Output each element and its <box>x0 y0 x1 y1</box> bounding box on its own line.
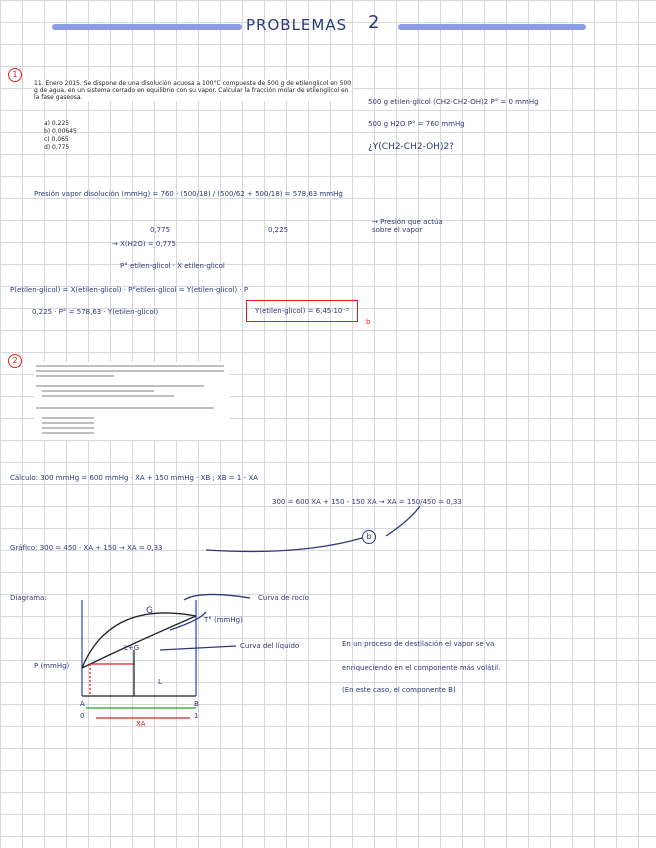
axis-label: P (mmHg) <box>34 662 70 670</box>
note: 500 g H2O P° = 760 mmHg <box>368 120 465 128</box>
answer: b <box>362 530 376 544</box>
problem-image-lines <box>36 365 224 434</box>
region: L+G <box>124 644 140 652</box>
work: P° etilen-glicol · X etilen-glicol <box>120 262 225 270</box>
option: a) 0,225 <box>44 120 70 127</box>
calc2: 300 = 600 XA + 150 - 150 XA → XA = 150/4… <box>272 498 462 506</box>
bar <box>52 24 242 30</box>
axis-label: 0 <box>80 712 85 720</box>
work: 0,775 <box>150 226 171 234</box>
axis-label: XA <box>136 720 146 728</box>
marker: 2 <box>8 354 22 368</box>
problem-image <box>34 362 230 440</box>
explanation: (En este caso, el componente B) <box>342 686 456 694</box>
option: d) 0,775 <box>44 144 70 151</box>
axis-label: A <box>80 700 85 708</box>
note: 500 g etilen-glicol (CH2-CH2-OH)2 P° = 0… <box>368 98 539 106</box>
explanation: En un proceso de destilación el vapor se… <box>342 640 495 648</box>
result: Y(etilen-glicol) = 6,45·10⁻³ <box>246 300 358 322</box>
calc: Cálculo: 300 mmHg = 600 mmHg · XA + 150 … <box>10 474 258 482</box>
explanation: enriqueciendo en el componente más volát… <box>342 664 501 672</box>
option: b) 0,00645 <box>44 128 77 135</box>
title: PROBLEMAS <box>246 16 348 34</box>
graph: Gráfico: 300 = 450 · XA + 150 → XA = 0,3… <box>10 544 163 552</box>
work: → Presión que actúa sobre el vapor <box>372 218 443 234</box>
axis-label: 1 <box>194 712 199 720</box>
note: ¿Y(CH2-CH2-OH)2? <box>368 142 454 152</box>
work: Presión vapor disolución (mmHg) = 760 · … <box>34 190 343 198</box>
curve-label: Curva de rocío <box>258 594 309 602</box>
diagram-label: Diagrama: <box>10 594 47 602</box>
region: L <box>158 678 162 686</box>
axis-label: T° (mmHg) <box>204 616 243 624</box>
curve-label: Curva del líquido <box>240 642 300 650</box>
work: → X(H2O) = 0,775 <box>112 240 176 248</box>
statement: 11. Enero 2015. Se dispone de una disolu… <box>34 80 352 101</box>
work: 0,225 <box>268 226 289 234</box>
region: G <box>146 606 153 616</box>
relation: P(etilen-glicol) = X(etilen-glicol) · P°… <box>10 286 249 294</box>
bar <box>398 24 586 30</box>
result-lhs: 0,225 · P° = 578,63 · Y(etilen-glicol) <box>32 308 159 316</box>
number: 2 <box>368 12 380 33</box>
answer: b <box>366 318 371 326</box>
marker: 1 <box>8 68 22 82</box>
option: c) 0,065 <box>44 136 69 143</box>
axis-label: B <box>194 700 199 708</box>
